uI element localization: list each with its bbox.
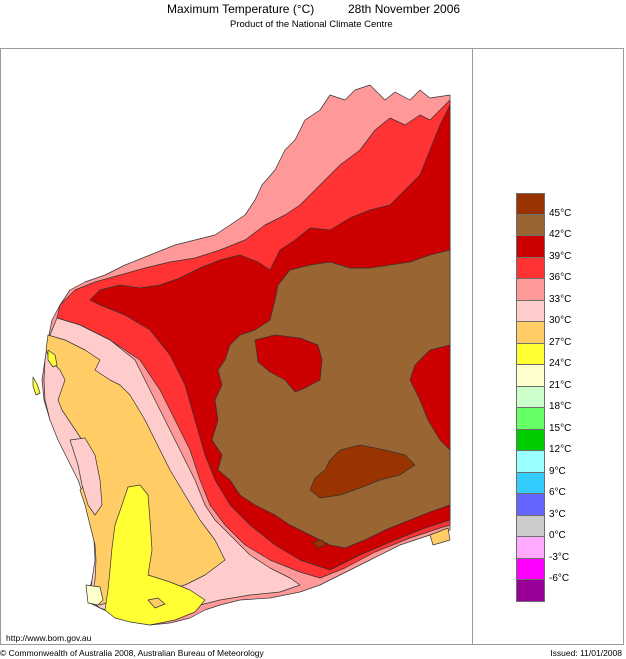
legend-swatch bbox=[516, 214, 545, 236]
legend-swatch bbox=[516, 580, 545, 602]
legend-swatch bbox=[516, 451, 545, 473]
title-variable: Maximum Temperature (°C) bbox=[167, 2, 315, 16]
legend-swatch bbox=[516, 193, 545, 215]
color-legend bbox=[516, 193, 545, 602]
legend-label: 21°C bbox=[549, 379, 572, 391]
title-date: 28th November 2006 bbox=[348, 2, 461, 16]
legend-label: 12°C bbox=[549, 444, 572, 455]
legend-label: 36°C bbox=[549, 272, 572, 283]
copyright-notice: © Commonwealth of Australia 2008, Austra… bbox=[0, 648, 264, 658]
chart-title: Maximum Temperature (°C) 28th November 2… bbox=[0, 2, 626, 18]
zone-27-30-south-patch bbox=[147, 597, 166, 609]
legend-label: -6°C bbox=[549, 573, 570, 584]
legend-label: 0°C bbox=[549, 530, 566, 541]
legend-label: 39°C bbox=[549, 250, 572, 262]
legend-swatch bbox=[516, 386, 545, 408]
legend-label: 3°C bbox=[549, 508, 566, 520]
map-frame bbox=[0, 48, 624, 645]
legend-swatch bbox=[516, 279, 545, 301]
legend-swatch bbox=[516, 472, 545, 494]
legend-swatch bbox=[516, 236, 545, 258]
legend-label: 18°C bbox=[549, 401, 572, 412]
source-url[interactable]: http://www.bom.gov.au bbox=[6, 633, 92, 643]
zone-39-42-inland bbox=[254, 334, 323, 393]
zone-over-45-small bbox=[312, 539, 327, 549]
legend-label: 9°C bbox=[549, 465, 566, 477]
legend-swatch bbox=[516, 515, 545, 537]
legend-swatch bbox=[516, 322, 545, 344]
legend-label: 24°C bbox=[549, 358, 572, 369]
legend-swatch bbox=[516, 257, 545, 279]
legend-swatch bbox=[516, 343, 545, 365]
legend-label: 33°C bbox=[549, 293, 572, 305]
legend-label: -3°C bbox=[549, 551, 570, 563]
legend-label: 42°C bbox=[549, 229, 572, 240]
legend-swatch bbox=[516, 429, 545, 451]
zone-30-33-inlet bbox=[69, 437, 103, 516]
temperature-map bbox=[32, 84, 451, 626]
zone-24-27-coastal bbox=[47, 349, 58, 368]
zone-21-24 bbox=[85, 584, 104, 606]
legend-swatch bbox=[516, 408, 545, 430]
subtitle: Product of the National Climate Centre bbox=[230, 19, 393, 30]
zone-over-45 bbox=[309, 444, 416, 499]
legend-swatch bbox=[516, 558, 545, 580]
legend-swatch bbox=[516, 300, 545, 322]
legend-swatch bbox=[516, 365, 545, 387]
legend-label: 27°C bbox=[549, 336, 572, 348]
legend-swatch bbox=[516, 537, 545, 559]
legend-divider bbox=[472, 48, 473, 645]
legend-label: 30°C bbox=[549, 315, 572, 326]
legend-label: 15°C bbox=[549, 422, 572, 434]
zone-24-27 bbox=[104, 484, 206, 626]
zone-39-42-east bbox=[409, 344, 451, 451]
legend-label: 6°C bbox=[549, 487, 566, 498]
zone-24-27-island bbox=[32, 376, 41, 396]
zone-27-30-east bbox=[429, 527, 451, 546]
legend-label: 45°C bbox=[549, 207, 572, 219]
issued-date: Issued: 11/01/2008 bbox=[550, 648, 622, 658]
legend-swatch bbox=[516, 494, 545, 516]
